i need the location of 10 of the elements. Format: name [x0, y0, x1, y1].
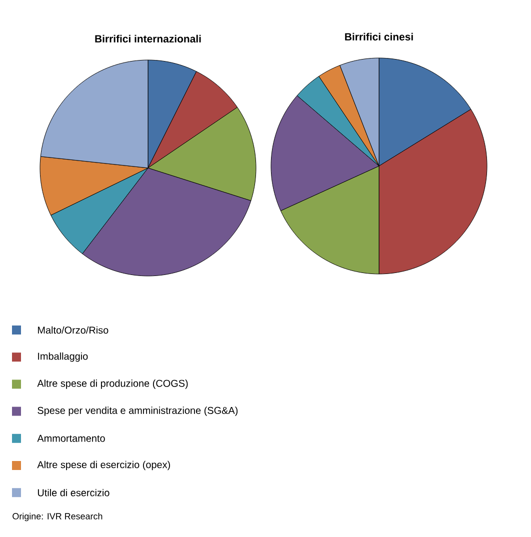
legend-label: Altre spese di produzione (COGS) [37, 380, 188, 389]
text: Origine: IVR Research [12, 512, 102, 522]
legend-label: Malto/Orzo/Riso [38, 326, 108, 334]
legend-label: Ammortamento [37, 434, 105, 442]
legend-label: Altre spese di esercizio (opex) [37, 460, 170, 470]
legend-label: Utile di esercizio [38, 488, 110, 496]
chart-title: Birrifici internazionali [95, 34, 201, 43]
chart-title: Birrifici cinesi [345, 32, 413, 41]
legend-label: Spese per vendita e amministrazione (SG&A) [38, 406, 238, 416]
legend-label: Imballaggio [38, 352, 88, 362]
